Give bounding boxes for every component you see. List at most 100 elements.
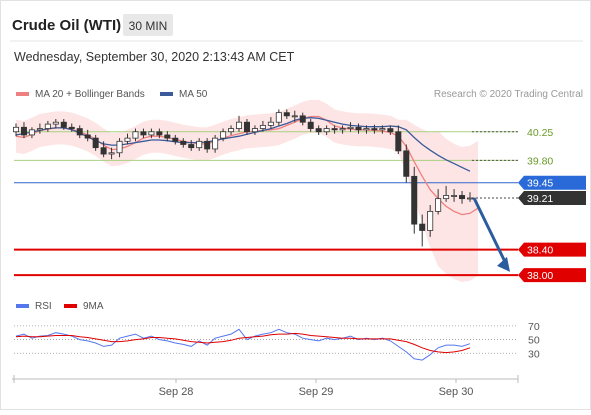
instrument-title: Crude Oil (WTI) (12, 17, 121, 34)
x-axis-ticks: Sep 28 Sep 29 Sep 30 (13, 375, 519, 398)
candle-body (339, 128, 346, 131)
candle-body (188, 144, 195, 149)
level-tag-38.40 (518, 242, 586, 257)
rsi-tick-30: 30 (528, 348, 540, 360)
candle-body (28, 129, 35, 136)
candle-body (243, 121, 250, 133)
level-label-39.80: 39.80 (527, 155, 553, 167)
level-label-38.40: 38.40 (527, 245, 553, 257)
candle-body (355, 126, 362, 131)
candle-body (347, 126, 354, 129)
candle-body (427, 210, 434, 231)
candle-body (371, 128, 378, 131)
candlesticks (12, 109, 473, 247)
legend-label-9ma: 9MA (83, 301, 104, 312)
candle-body (44, 123, 51, 129)
candle-body (76, 128, 83, 136)
candle-body (196, 140, 203, 149)
candle-body (435, 198, 442, 212)
rsi-lines (15, 328, 471, 361)
timeframe-label[interactable]: 30 MIN (129, 19, 168, 33)
legend-label-rsi: RSI (35, 301, 52, 312)
candle-body (116, 140, 123, 154)
candle-body (124, 137, 131, 142)
timeframe-badge[interactable] (123, 14, 173, 36)
candle-body (466, 197, 473, 200)
candle-body (251, 128, 258, 133)
level-label-39.45: 39.45 (527, 178, 553, 190)
candle-body (259, 124, 266, 129)
candle-body (363, 128, 370, 131)
level-tag-38.00 (518, 268, 586, 283)
level-tag-39.45 (518, 175, 586, 190)
candle-body (92, 137, 99, 149)
candle-body (20, 126, 27, 136)
legend-swatch-9ma (64, 304, 77, 308)
legend-label-ma20: MA 20 + Bollinger Bands (35, 89, 145, 100)
rsi-tick-50: 50 (528, 335, 540, 347)
rsi-line (15, 328, 471, 361)
level-labels: 40.25 39.80 39.45 39.21 38.40 38.00 (518, 127, 586, 283)
x-tick-label: Sep 28 (159, 386, 194, 398)
candle-body (331, 128, 338, 131)
candle-body (172, 137, 179, 142)
candle-body (307, 121, 314, 129)
candle-body (140, 131, 147, 136)
candle-body (132, 131, 139, 139)
key-levels (14, 131, 518, 277)
forecast-arrow (472, 197, 510, 272)
candle-body (403, 150, 410, 177)
bollinger-band (16, 99, 478, 283)
candle-body (387, 128, 394, 133)
ma50-line (15, 117, 471, 172)
candle-body (108, 152, 115, 155)
datetime-label: Wednesday, September 30, 2020 2:13:43 AM… (14, 50, 295, 64)
legend-swatch-rsi (16, 304, 29, 308)
candle-body (379, 128, 386, 131)
candle-body (283, 112, 290, 117)
legend-label-ma50: MA 50 (179, 89, 208, 100)
candle-body (323, 128, 330, 133)
candle-body (148, 131, 155, 136)
level-label-40.25: 40.25 (527, 127, 553, 139)
credit-label: Research © 2020 Trading Central (434, 89, 583, 100)
candle-body (419, 223, 426, 231)
candle-body (291, 115, 298, 118)
candle-body (204, 140, 211, 150)
x-tick-label: Sep 29 (299, 386, 334, 398)
candle-body (156, 131, 163, 136)
candle-body (267, 121, 274, 126)
candle-body (220, 131, 227, 139)
candle-body (443, 195, 450, 200)
x-tick-label: Sep 30 (439, 386, 474, 398)
candle-body (395, 131, 402, 152)
forecast-arrow-head (497, 256, 510, 272)
bollinger-band-fill (16, 99, 478, 283)
candle-body (164, 134, 171, 139)
candle-body (12, 126, 19, 133)
rsi-tick-70: 70 (528, 321, 540, 333)
legend-swatch-ma20 (16, 92, 29, 96)
9ma-line (15, 332, 471, 354)
candle-body (68, 126, 75, 129)
candle-body (411, 175, 418, 225)
forecast-arrow-shaft (472, 197, 508, 265)
legend-swatch-ma50 (160, 92, 173, 96)
candle-body (451, 195, 458, 197)
candle-body (228, 128, 235, 133)
level-tag-39.21 (518, 191, 586, 206)
candle-body (212, 137, 219, 150)
candle-body (60, 121, 67, 128)
candle-body (299, 115, 306, 123)
candle-body (52, 121, 59, 125)
level-label-38.00: 38.00 (527, 270, 553, 282)
candle-body (315, 128, 322, 133)
level-label-39.21: 39.21 (527, 193, 553, 205)
candle-body (236, 121, 243, 129)
candle-body (100, 147, 107, 155)
candle-body (84, 134, 91, 139)
candle-body (180, 140, 187, 145)
